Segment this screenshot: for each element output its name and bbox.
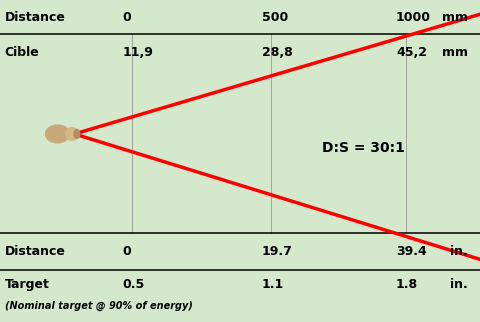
Text: in.: in. [450,245,468,258]
Text: Distance: Distance [5,245,66,258]
Text: 28,8: 28,8 [262,46,292,59]
Text: Cible: Cible [5,46,39,59]
Text: 1.1: 1.1 [262,279,284,291]
Text: Target: Target [5,279,49,291]
Ellipse shape [66,128,78,140]
Text: 1000: 1000 [396,11,431,24]
Text: 1.8: 1.8 [396,279,418,291]
Ellipse shape [46,125,70,143]
Text: 45,2: 45,2 [396,46,427,59]
Text: (Nominal target @ 90% of energy): (Nominal target @ 90% of energy) [5,301,192,311]
Text: 39.4: 39.4 [396,245,427,258]
Text: 0: 0 [122,245,131,258]
Text: mm: mm [442,11,468,24]
Text: mm: mm [442,46,468,59]
Text: 500: 500 [262,11,288,24]
Text: in.: in. [450,279,468,291]
Text: 0.5: 0.5 [122,279,144,291]
Text: Distance: Distance [5,11,66,24]
Text: 19.7: 19.7 [262,245,292,258]
Text: 0: 0 [122,11,131,24]
Ellipse shape [74,129,80,138]
Text: 11,9: 11,9 [122,46,153,59]
Text: D:S = 30:1: D:S = 30:1 [322,141,405,155]
